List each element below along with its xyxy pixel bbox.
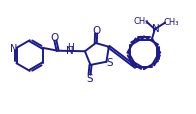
Text: CH₃: CH₃ — [133, 17, 149, 25]
Text: S: S — [86, 73, 93, 83]
Text: N: N — [10, 44, 17, 53]
Text: N: N — [66, 45, 74, 55]
Text: N: N — [152, 23, 160, 33]
Text: S: S — [106, 58, 113, 68]
Text: O: O — [92, 26, 100, 36]
Text: CH₃: CH₃ — [163, 18, 179, 27]
Text: H: H — [67, 43, 74, 52]
Text: O: O — [51, 33, 59, 43]
